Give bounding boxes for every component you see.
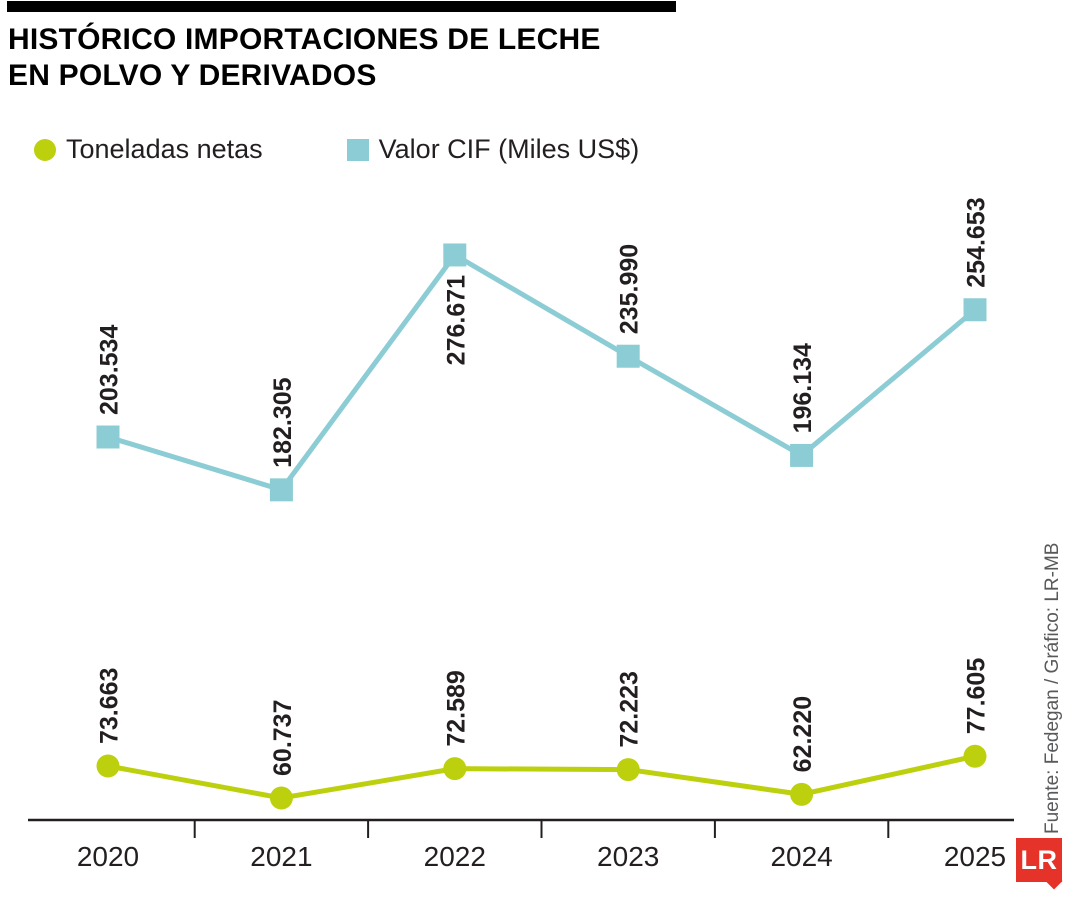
data-point-label: 196.134 [789,343,817,433]
lr-logo: LR [1016,838,1062,882]
data-point-label: 182.305 [269,377,297,467]
data-point-marker [963,298,987,322]
data-point-marker [269,478,293,502]
data-point-label: 60.737 [269,700,297,776]
x-axis-label: 2023 [597,841,659,872]
lr-logo-text: LR [1020,844,1058,875]
title-line-1: HISTÓRICO IMPORTACIONES DE LECHE [8,23,601,56]
top-black-bar [7,1,676,12]
page-title: HISTÓRICO IMPORTACIONES DE LECHE EN POLV… [8,22,601,94]
chart-legend: Toneladas netas Valor CIF (Miles US$) [34,134,639,165]
data-point-label: 203.534 [96,325,124,415]
data-point-marker [443,757,467,781]
data-point-marker [616,758,640,782]
legend-item-valor-cif: Valor CIF (Miles US$) [346,134,640,165]
data-point-marker [790,782,814,806]
data-point-marker [96,754,120,778]
x-axis-label: 2021 [250,841,312,872]
x-axis-label: 2022 [424,841,486,872]
title-line-2: EN POLVO Y DERIVADOS [8,59,377,92]
data-point-label: 73.663 [96,668,124,744]
data-point-marker [616,344,640,368]
square-marker-icon [346,138,369,161]
data-point-marker [963,744,987,768]
data-point-label: 72.589 [442,670,470,746]
data-point-label: 62.220 [789,696,817,772]
data-point-label: 276.671 [442,275,470,365]
data-point-label: 77.605 [963,658,991,735]
data-point-label: 235.990 [616,244,644,334]
x-axis-label: 2025 [944,841,1006,872]
series-line-toneladas [107,753,976,801]
data-point-label: 254.653 [963,197,991,287]
x-axis-label: 2024 [770,841,832,872]
data-point-marker [790,443,814,467]
data-point-marker [269,786,293,810]
data-point-label: 72.223 [616,671,644,747]
data-point-marker [443,243,467,267]
legend-label: Valor CIF (Miles US$) [378,134,640,164]
circle-marker-icon [34,138,56,161]
legend-label: Toneladas netas [66,134,263,164]
data-point-marker [96,425,120,449]
source-credit: Fuente: Fedegan / Gráfico: LR-MB [1042,542,1063,834]
legend-item-toneladas: Toneladas netas [34,134,263,165]
series-line-valor-cif [107,251,977,493]
x-axis-label: 2020 [77,841,139,872]
